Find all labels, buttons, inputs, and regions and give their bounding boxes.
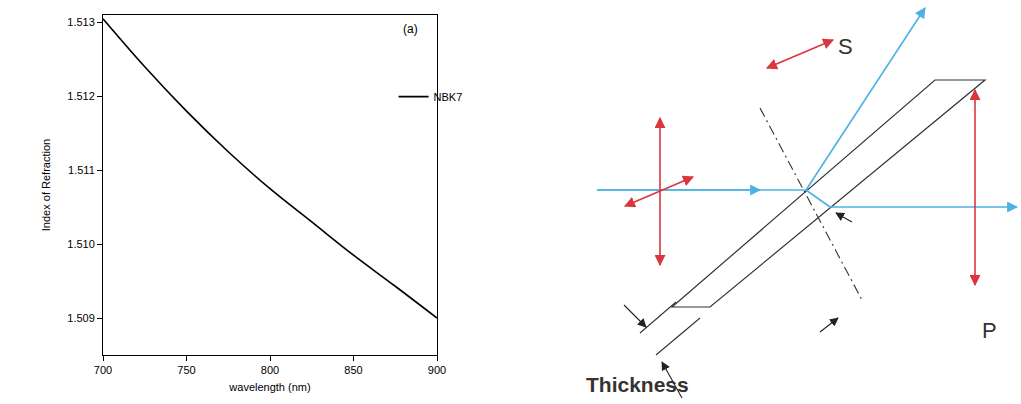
svg-text:wavelength (nm): wavelength (nm) (228, 381, 310, 393)
svg-text:800: 800 (261, 364, 279, 376)
svg-text:750: 750 (177, 364, 195, 376)
svg-text:1.512: 1.512 (67, 90, 95, 102)
svg-text:1.513: 1.513 (67, 16, 95, 28)
svg-text:Thickness: Thickness (586, 373, 689, 396)
svg-text:1.509: 1.509 (67, 312, 95, 324)
svg-text:900: 900 (428, 364, 446, 376)
svg-text:(a): (a) (403, 22, 418, 36)
svg-text:Index of Refraction: Index of Refraction (40, 139, 52, 231)
svg-text:700: 700 (94, 364, 112, 376)
svg-text:1.511: 1.511 (68, 164, 95, 176)
svg-text:1.510: 1.510 (67, 238, 95, 250)
svg-text:850: 850 (344, 364, 362, 376)
svg-text:P: P (982, 318, 997, 343)
svg-text:NBK7: NBK7 (434, 91, 463, 103)
svg-text:S: S (838, 34, 853, 59)
